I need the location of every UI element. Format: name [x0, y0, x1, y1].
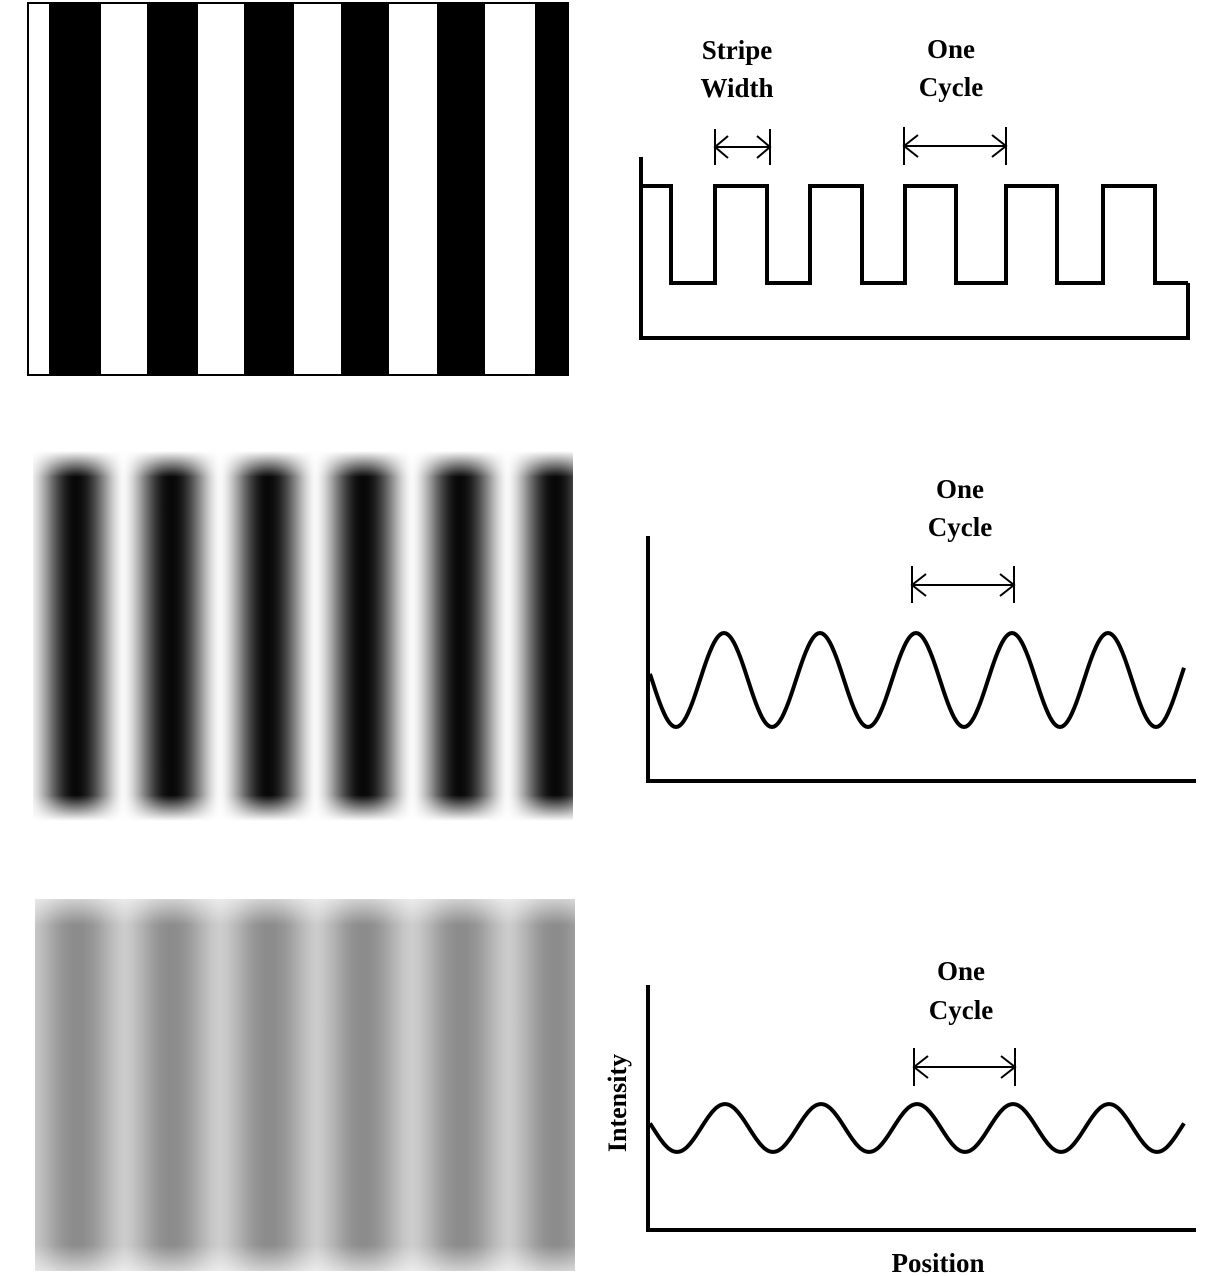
- cycle-label-2: Cycle: [928, 512, 992, 542]
- square-grating: [27, 2, 569, 376]
- cycle-label-3: Cycle: [929, 995, 993, 1025]
- high-contrast-grating: [33, 451, 573, 821]
- black-stripe-1: [49, 4, 101, 374]
- black-stripe-2: [147, 4, 198, 374]
- low-contrast-grating: [35, 899, 575, 1271]
- high-contrast-grating-fade: [33, 451, 573, 821]
- one-cycle-marker-1: [902, 127, 1008, 165]
- low-contrast-axes: [646, 985, 1196, 1232]
- high-contrast-plot: One Cycle: [646, 474, 1196, 783]
- one-label-1: One: [927, 34, 975, 64]
- low-contrast-grating-fade: [35, 899, 575, 1271]
- one-label-2: One: [936, 474, 984, 504]
- position-axis-label: Position: [891, 1248, 984, 1276]
- square-wave-axes: [639, 157, 1190, 340]
- high-contrast-axes: [646, 536, 1196, 783]
- square-wave-plot: Stripe Width One Cycle: [639, 34, 1190, 340]
- high-contrast-sine-line: [648, 630, 1186, 730]
- low-contrast-plot: One Cycle Intensity Position: [603, 956, 1196, 1276]
- width-label: Width: [700, 73, 773, 103]
- black-stripe-4: [341, 4, 389, 374]
- one-cycle-marker-3: [912, 1048, 1017, 1086]
- black-stripe-6: [535, 4, 567, 374]
- black-stripe-3: [244, 4, 294, 374]
- square-wave-line: [641, 184, 1188, 285]
- square-grating-stripes: [49, 4, 567, 374]
- intensity-axis-label: Intensity: [603, 1054, 632, 1152]
- one-label-3: One: [937, 956, 985, 986]
- square-grating-frame: [27, 2, 569, 376]
- stripe-label: Stripe: [702, 35, 773, 65]
- low-contrast-sine-line: [648, 1102, 1186, 1154]
- cycle-label-1: Cycle: [919, 72, 983, 102]
- one-cycle-marker-2: [910, 566, 1016, 603]
- stripe-width-marker: [713, 129, 772, 165]
- black-stripe-5: [437, 4, 485, 374]
